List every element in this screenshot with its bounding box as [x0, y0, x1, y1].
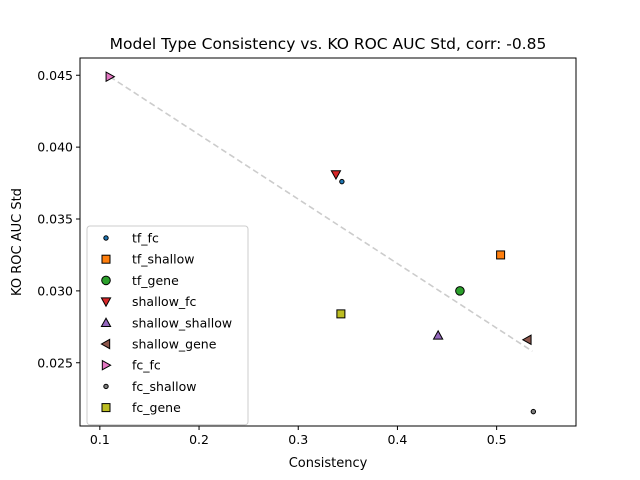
data-point-tf-fc [339, 178, 345, 185]
chart-title: Model Type Consistency vs. KO ROC AUC St… [110, 35, 547, 53]
legend-label-shallow-fc: shallow_fc [132, 294, 197, 309]
y-tick-label: 0.035 [37, 212, 73, 227]
y-tick-label: 0.040 [37, 140, 73, 155]
data-point-fc-gene [336, 309, 346, 319]
data-point-tf-gene [455, 286, 465, 296]
data-point-shallow-fc [330, 170, 342, 181]
legend-marker-shallow-shallow [100, 317, 112, 327]
x-axis-label: Consistency [289, 456, 368, 471]
trendline-layer [109, 76, 533, 352]
legend-marker-shallow-fc [100, 297, 112, 308]
legend-marker-fc-gene [101, 403, 111, 413]
data-point-fc-fc [105, 71, 116, 83]
legend-label-tf-gene: tf_gene [132, 273, 179, 288]
legend-marker-tf-shallow [101, 254, 111, 264]
x-tick-label: 0.4 [387, 432, 407, 447]
plot-area-frame [79, 57, 577, 427]
points-layer [105, 71, 537, 415]
legend-label-fc-gene: fc_gene [132, 400, 181, 415]
y-tick-label: 0.025 [37, 355, 73, 370]
data-point-tf-shallow [496, 250, 506, 260]
legend-marker-fc-shallow [103, 383, 109, 390]
legend-label-fc-fc: fc_fc [132, 358, 161, 373]
x-tick-label: 0.2 [189, 432, 209, 447]
y-tick-label: 0.030 [37, 283, 73, 298]
data-point-shallow-shallow [432, 329, 444, 340]
legend-label-shallow-gene: shallow_gene [132, 337, 217, 352]
legend-label-tf-fc: tf_fc [132, 231, 159, 246]
data-point-shallow-gene [521, 334, 532, 346]
y-axis-ticks: 0.025 0.030 0.035 0.040 0.045 [37, 68, 80, 370]
trendline [109, 76, 533, 352]
legend-frame [86, 225, 249, 426]
x-tick-label: 0.1 [90, 432, 110, 447]
data-point-fc-shallow [530, 408, 537, 415]
legend-marker-tf-fc [103, 235, 109, 241]
legend-label-fc-shallow: fc_shallow [132, 379, 196, 394]
legend: tf_fc tf_shallow tf_gene shallow_fc shallow_… [86, 225, 249, 426]
legend-label-tf-shallow: tf_shallow [132, 252, 194, 267]
legend-label-shallow-shallow: shallow_shallow [132, 315, 232, 330]
x-axis-ticks: 0.1 0.2 0.3 0.4 0.5 [90, 426, 507, 447]
x-tick-label: 0.3 [288, 432, 308, 447]
legend-marker-shallow-gene [100, 338, 111, 350]
x-tick-label: 0.5 [487, 432, 507, 447]
y-tick-label: 0.045 [37, 68, 73, 83]
y-axis-label: KO ROC AUC Std [10, 188, 25, 296]
legend-marker-fc-fc [101, 359, 112, 371]
legend-marker-tf-gene [101, 275, 111, 286]
